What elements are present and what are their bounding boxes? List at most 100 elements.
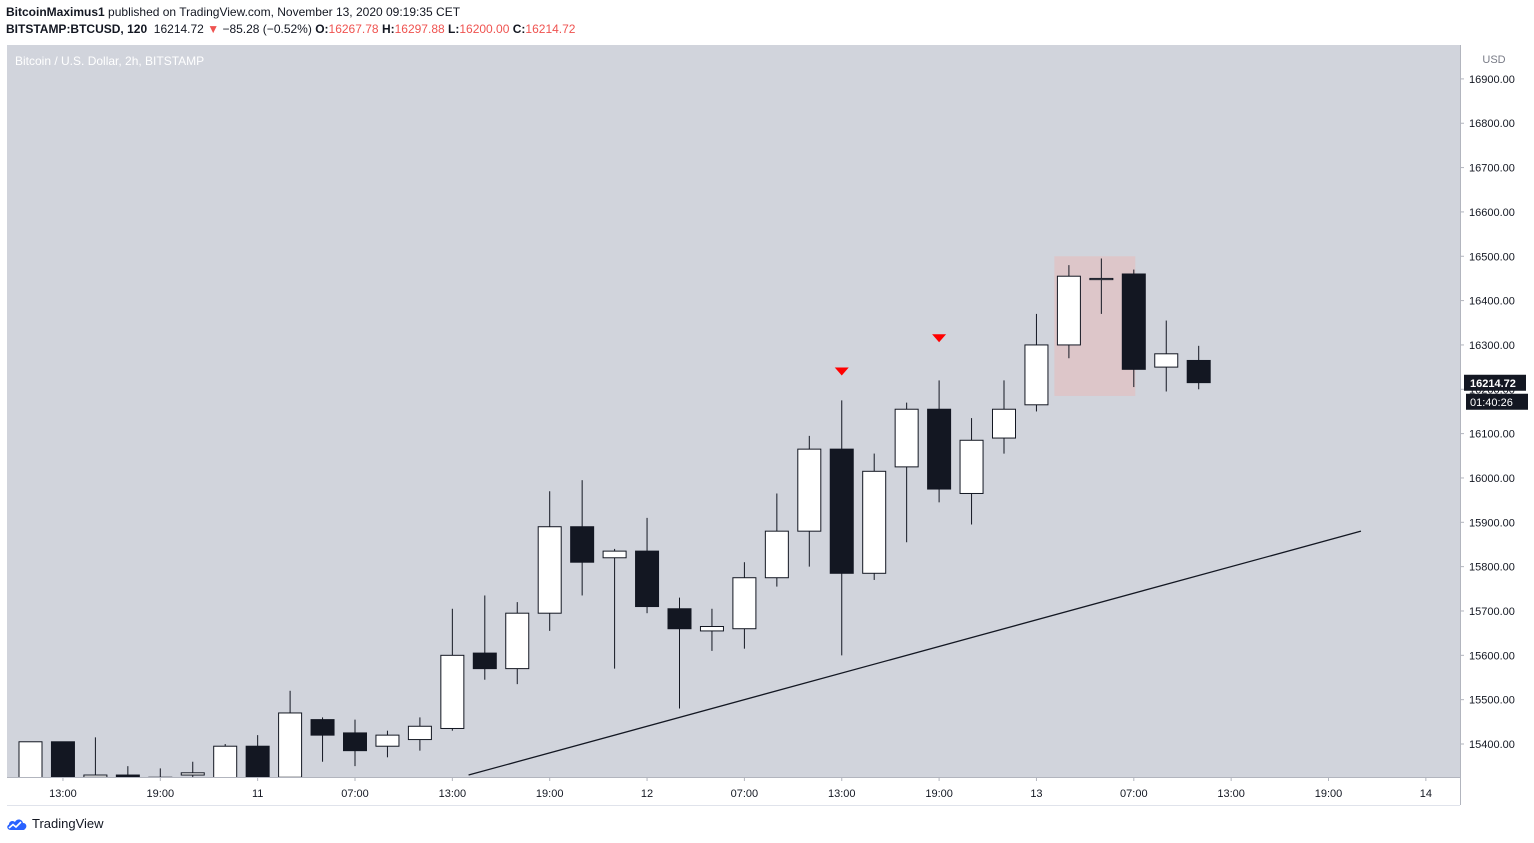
current-price-label: 16214.72 <box>1470 378 1516 390</box>
time-tick-label: 13:00 <box>439 788 467 800</box>
candle <box>1154 320 1179 392</box>
bull-candle-body <box>537 526 562 614</box>
bull-candle-body <box>732 577 757 630</box>
bull-candle-body <box>862 470 887 574</box>
countdown-label: 01:40:26 <box>1470 397 1513 409</box>
chart-title: Bitcoin / U.S. Dollar, 2h, BITSTAMP <box>15 54 205 68</box>
brand-name: TradingView <box>32 816 104 831</box>
tradingview-logo[interactable]: TradingView <box>6 816 104 831</box>
ohlc-line: BITSTAMP:BTCUSD, 120 16214.72 ▼ −85.28 (… <box>6 22 575 36</box>
price-tick-label: 15600.00 <box>1469 650 1515 662</box>
published-text: published on TradingView.com, November 1… <box>108 5 461 19</box>
bull-candle-body <box>602 550 627 559</box>
candle <box>375 730 400 758</box>
bull-candle-body <box>1056 275 1081 346</box>
bear-candle-body <box>245 745 270 777</box>
bull-candle-body <box>992 408 1016 439</box>
close-label: C: <box>512 22 526 36</box>
low-value: 16200.00 <box>459 22 510 36</box>
candle <box>83 737 108 777</box>
bull-candle-body <box>1154 353 1179 368</box>
candle <box>278 690 303 777</box>
open-label: O: <box>315 22 329 36</box>
close-value: 16214.72 <box>525 22 576 36</box>
price-tick-label: 16800.00 <box>1469 118 1515 130</box>
time-tick-label: 19:00 <box>147 788 175 800</box>
candle <box>1024 313 1049 412</box>
bull-candle-body <box>505 612 530 670</box>
price-tick-label: 15800.00 <box>1469 562 1515 574</box>
bear-candle-body <box>667 608 692 630</box>
candle <box>50 741 75 777</box>
candle <box>602 548 627 669</box>
candle <box>472 595 497 680</box>
bear-candle-body <box>310 719 335 736</box>
down-arrow-icon: ▼ <box>207 22 220 36</box>
candle <box>343 719 367 767</box>
chart-plot-area[interactable] <box>7 45 1460 777</box>
candle <box>505 602 530 685</box>
bull-candle-body <box>1089 277 1114 281</box>
bear-candle-body <box>570 526 595 563</box>
low-label: L: <box>448 22 460 36</box>
tradingview-cloud-icon <box>7 818 27 830</box>
time-tick-label: 19:00 <box>1315 788 1343 800</box>
bull-candle-body <box>894 408 919 468</box>
price-tick-label: 15500.00 <box>1469 695 1515 707</box>
time-tick-label: 13:00 <box>49 788 77 800</box>
bull-candle-body <box>797 448 822 532</box>
time-tick-label: 19:00 <box>536 788 564 800</box>
candle <box>213 744 238 777</box>
candle <box>797 435 822 567</box>
candle <box>1186 345 1211 390</box>
bull-candle-body <box>213 745 238 777</box>
candle <box>115 766 140 777</box>
candle <box>829 400 854 656</box>
bear-candle-body <box>343 732 367 752</box>
bull-candle-body <box>407 725 432 741</box>
candle <box>1121 269 1146 388</box>
candle <box>959 418 984 525</box>
price-tick-label: 16700.00 <box>1469 163 1515 175</box>
last-price: 16214.72 <box>153 22 204 36</box>
bear-candle-body <box>829 448 854 574</box>
bull-candle-body <box>764 530 789 579</box>
time-tick-label: 19:00 <box>925 788 953 800</box>
bear-candle-body <box>927 408 952 490</box>
time-tick-label: 13:00 <box>1217 788 1245 800</box>
countdown-badge <box>1466 393 1528 410</box>
candle <box>732 562 757 649</box>
price-tick-label: 16600.00 <box>1469 207 1515 219</box>
high-label: H: <box>381 22 395 36</box>
publish-line: BitcoinMaximus1 published on TradingView… <box>6 5 460 19</box>
bear-candle-body <box>115 774 140 777</box>
candle <box>245 735 270 777</box>
price-tick-label: 16900.00 <box>1469 74 1515 86</box>
candle <box>1056 265 1081 359</box>
bear-candle-body <box>1186 359 1211 384</box>
time-tick-label: 13 <box>1030 788 1042 800</box>
time-tick-label: 07:00 <box>1120 788 1148 800</box>
price-tick-label: 16000.00 <box>1469 473 1515 485</box>
author-name[interactable]: BitcoinMaximus1 <box>6 5 105 19</box>
price-tick-label: 16500.00 <box>1469 251 1515 263</box>
down-triangle-marker-icon <box>932 334 947 343</box>
bull-candle-body <box>699 625 724 632</box>
price-tick-label: 16400.00 <box>1469 296 1515 308</box>
bear-candle-body <box>1121 273 1146 370</box>
candle <box>407 717 432 751</box>
open-value: 16267.78 <box>328 22 379 36</box>
bull-candle-body <box>375 734 400 747</box>
time-tick-label: 07:00 <box>341 788 369 800</box>
candle <box>894 402 919 543</box>
price-tick-label: 16100.00 <box>1469 429 1515 441</box>
candle <box>635 517 660 614</box>
candle <box>570 480 595 596</box>
time-tick-label: 14 <box>1420 788 1432 800</box>
time-tick-label: 12 <box>641 788 653 800</box>
time-tick-label: 11 <box>252 788 263 800</box>
down-triangle-marker-icon <box>834 367 849 376</box>
bull-candle-body <box>959 439 984 494</box>
candle <box>992 380 1016 454</box>
